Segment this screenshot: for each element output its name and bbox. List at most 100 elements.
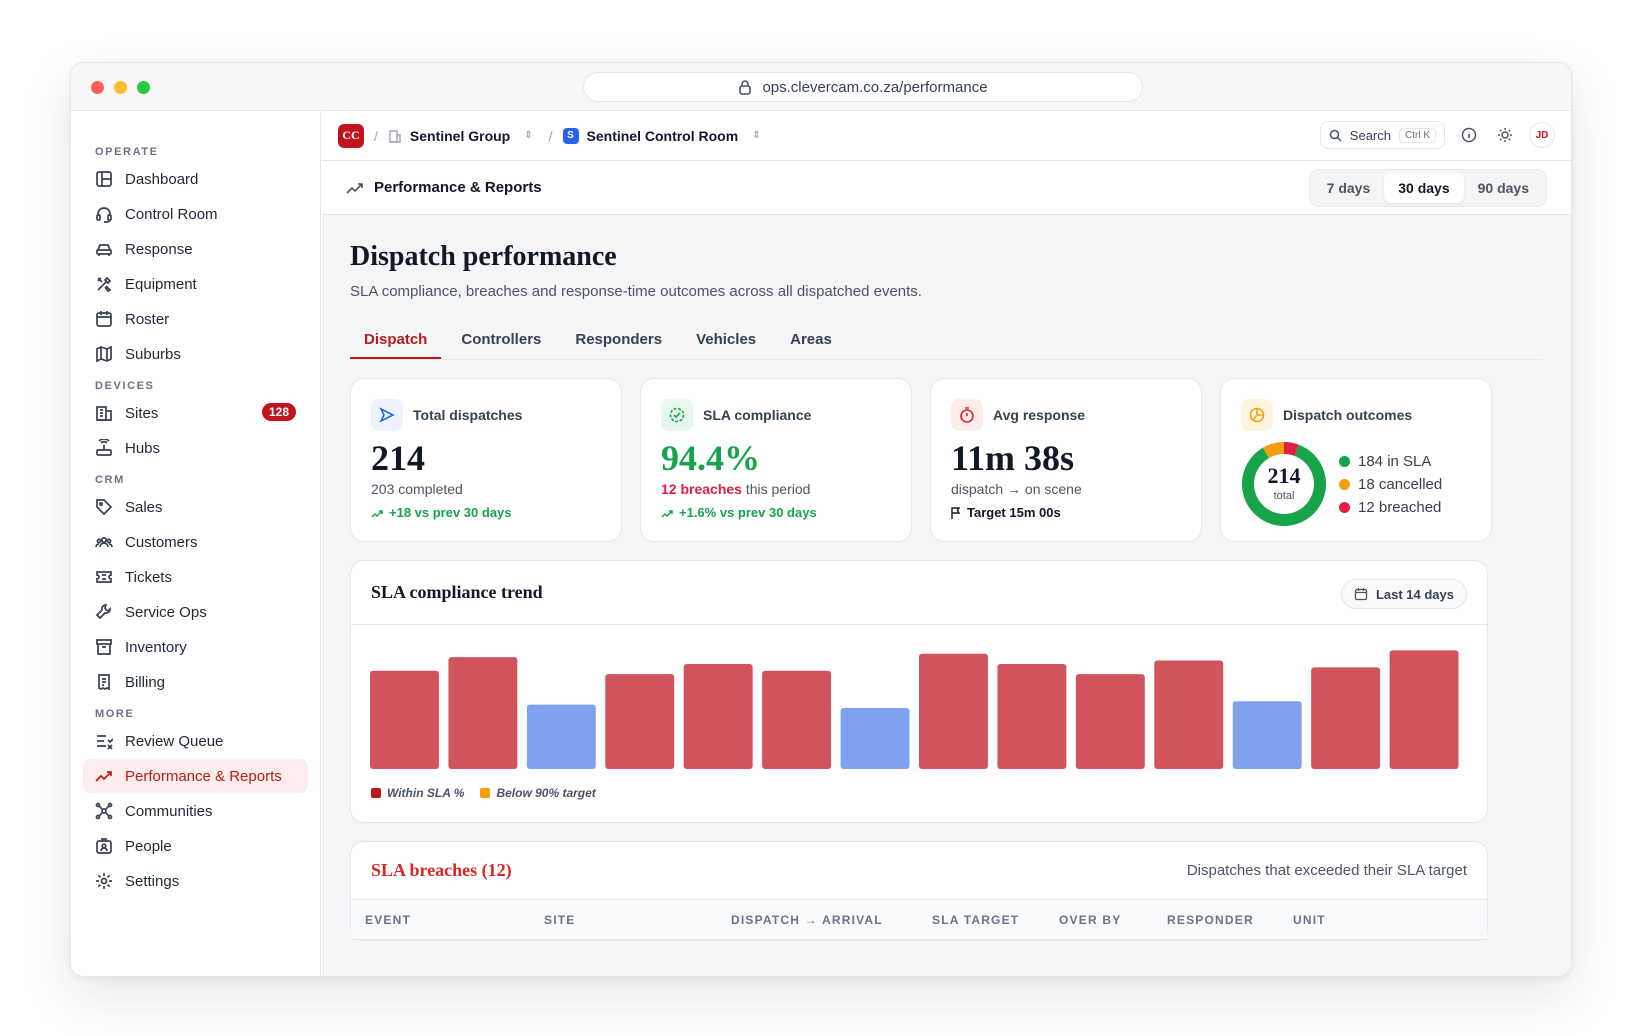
donut-total-label: total [1274, 490, 1295, 502]
sidebar-item-sites[interactable]: Sites 128 [83, 396, 308, 430]
avatar[interactable]: JD [1529, 122, 1555, 148]
card-sub: 12 breaches this period [661, 481, 891, 497]
sidebar-item-sales[interactable]: Sales [83, 490, 308, 524]
column-header-dispatch-arrival[interactable]: DISPATCH → ARRIVAL [731, 913, 883, 927]
close-window-button[interactable] [91, 81, 104, 94]
browser-titlebar: ops.clevercam.co.za/performance [71, 63, 1571, 111]
tab-vehicles[interactable]: Vehicles [696, 331, 757, 348]
sidebar-item-people[interactable]: People [83, 829, 308, 863]
outcomes-legend: 184 in SLA 18 cancelled 12 breached [1339, 450, 1442, 519]
minimize-window-button[interactable] [114, 81, 127, 94]
chart-bar-9[interactable] [997, 663, 1067, 769]
sidebar-item-performance-reports[interactable]: Performance & Reports [83, 759, 308, 793]
column-header-unit[interactable]: UNIT [1293, 913, 1326, 927]
sla-trend-panel: SLA compliance trend Last 14 days Within… [350, 560, 1488, 823]
calendar-icon [1354, 588, 1368, 601]
tab-controllers[interactable]: Controllers [461, 331, 542, 348]
sidebar-item-suburbs[interactable]: Suburbs [83, 337, 308, 371]
router-icon [96, 439, 112, 456]
chart-bar-12[interactable] [1232, 701, 1302, 769]
chart-bar-6[interactable] [762, 670, 832, 769]
room-switcher[interactable]: S Sentinel Control Room ⇕ [562, 127, 761, 144]
range-7-days[interactable]: 7 days [1326, 180, 1371, 196]
range-90-days[interactable]: 90 days [1477, 180, 1529, 196]
chart-bar-10[interactable] [1075, 674, 1145, 769]
sidebar-section-operate: OPERATE [95, 146, 159, 158]
chart-bar-13[interactable] [1311, 667, 1381, 769]
range-30-days[interactable]: 30 days [1384, 173, 1464, 203]
chart-bar-3[interactable] [526, 704, 596, 769]
column-header-responder[interactable]: RESPONDER [1167, 913, 1254, 927]
sidebar-section-more: MORE [95, 708, 135, 720]
tab-dispatch[interactable]: Dispatch [350, 320, 442, 359]
chart-bar-7[interactable] [840, 708, 910, 769]
card-target: Target 15m 00s [951, 505, 1181, 520]
date-range-selector: 7 days 30 days 90 days [1308, 169, 1547, 207]
sidebar-item-tickets[interactable]: Tickets [83, 560, 308, 594]
sidebar-item-label: Dashboard [125, 170, 199, 188]
sidebar-item-label: Sites [125, 404, 159, 422]
list-check-icon [97, 735, 113, 750]
column-header-site[interactable]: SITE [544, 913, 576, 927]
map-icon [96, 345, 112, 363]
headset-icon [96, 207, 112, 223]
sidebar-item-billing[interactable]: Billing [83, 665, 308, 699]
sidebar-section-crm: CRM [95, 474, 125, 486]
sidebar-item-label: Service Ops [125, 603, 207, 621]
id-badge-icon [96, 838, 112, 854]
address-bar[interactable]: ops.clevercam.co.za/performance [583, 72, 1143, 102]
tab-areas[interactable]: Areas [790, 331, 832, 348]
chart-bar-11[interactable] [1154, 660, 1224, 769]
outcomes-donut: 214 total [1242, 442, 1326, 526]
sidebar-item-inventory[interactable]: Inventory [83, 630, 308, 664]
column-header-sla-target[interactable]: SLA TARGET [932, 913, 1020, 927]
sidebar-item-communities[interactable]: Communities [83, 794, 308, 828]
column-header-event[interactable]: EVENT [365, 913, 412, 927]
chart-bar-2[interactable] [448, 657, 518, 769]
info-button[interactable] [1457, 123, 1481, 147]
breaches-description: Dispatches that exceeded their SLA targe… [1186, 862, 1467, 879]
tools-icon [97, 276, 112, 293]
breaches-table-header: EVENT SITE DISPATCH → ARRIVAL SLA TARGET… [351, 900, 1487, 940]
sidebar-item-hubs[interactable]: Hubs [83, 431, 308, 465]
chart-bar-14[interactable] [1389, 650, 1459, 769]
page-content: Dispatch performance SLA compliance, bre… [350, 215, 1543, 941]
org-switcher[interactable]: Sentinel Group ⇕ [388, 128, 533, 144]
sidebar-item-equipment[interactable]: Equipment [83, 267, 308, 301]
sla-trend-header: SLA compliance trend Last 14 days [351, 561, 1487, 625]
chart-title: SLA compliance trend [371, 582, 543, 602]
outcomes-body: 214 total 184 in SLA 18 cancelled 12 bre… [1241, 441, 1471, 527]
browser-window: ops.clevercam.co.za/performance OPERATE … [70, 62, 1572, 977]
chart-range-button[interactable]: Last 14 days [1340, 579, 1467, 609]
theme-toggle-button[interactable] [1493, 123, 1517, 147]
chart-bar-1[interactable] [370, 670, 439, 769]
card-label: SLA compliance [703, 407, 812, 423]
wrench-icon [95, 604, 111, 620]
sidebar-item-response[interactable]: Response [83, 232, 308, 266]
chart-bar-5[interactable] [683, 663, 753, 769]
dispatch-outcomes-card: Dispatch outcomes 214 total 184 in SLA 1… [1220, 378, 1492, 542]
donut-total: 214 [1268, 463, 1301, 488]
org-name: Sentinel Group [409, 127, 511, 144]
chart-bar-4[interactable] [605, 674, 675, 769]
sidebar-item-review-queue[interactable]: Review Queue [83, 724, 308, 758]
card-sub: 203 completed [371, 481, 463, 497]
sidebar-item-roster[interactable]: Roster [83, 302, 308, 336]
layout-icon [96, 171, 112, 187]
car-icon [96, 244, 112, 256]
breaches-suffix: this period [741, 481, 811, 497]
chart-bar-8[interactable] [919, 653, 988, 769]
legend-in-sla: 184 in SLA [1339, 450, 1442, 473]
org-logo[interactable]: CC [338, 123, 364, 148]
check-badge-icon [661, 399, 693, 431]
column-header-over-by[interactable]: OVER BY [1059, 913, 1122, 927]
sidebar-item-service-ops[interactable]: Service Ops [83, 595, 308, 629]
sidebar-item-customers[interactable]: Customers [83, 525, 308, 559]
search-button[interactable]: Search Ctrl K [1319, 121, 1445, 149]
chart-legend: Within SLA % Below 90% target [351, 786, 1487, 822]
sidebar-item-control-room[interactable]: Control Room [83, 197, 308, 231]
sidebar-item-dashboard[interactable]: Dashboard [83, 162, 308, 196]
tab-responders[interactable]: Responders [575, 331, 663, 348]
maximize-window-button[interactable] [137, 81, 150, 94]
sidebar-item-settings[interactable]: Settings [83, 864, 308, 898]
